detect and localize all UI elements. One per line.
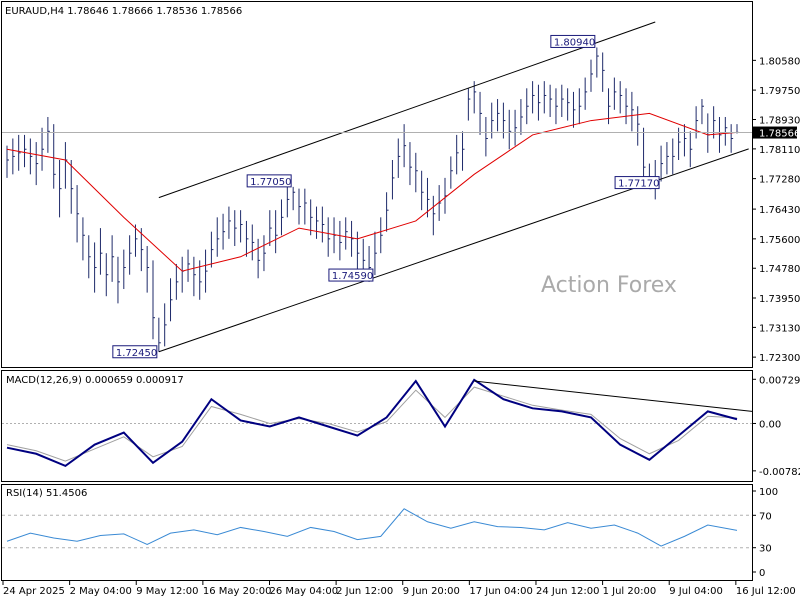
chart-header-title: EURAUD,H4 1.78646 1.78666 1.78536 1.7856… [5, 6, 242, 17]
rsi-line [6, 508, 738, 547]
rsi-pane-frame [1, 484, 753, 581]
frames [1, 1, 753, 581]
price-axis-label: 1.76430 [759, 205, 800, 216]
price-axis-label: 1.75600 [759, 235, 800, 246]
axes: 1.78566 1.80580 1.79750 1.78930 1.78110 1.772… [2, 56, 800, 597]
rsi-axis-label: 100 [759, 487, 778, 498]
time-axis-label: 24 Jun 12:00 [536, 586, 600, 597]
price-axis-label: 1.79750 [759, 86, 800, 97]
rsi-axis-label: 0 [759, 568, 765, 579]
price-annotation-label: 1.77170 [618, 179, 659, 190]
rsi-axis-label: 70 [759, 511, 772, 522]
price-annotation-label: 1.77050 [250, 177, 291, 188]
price-axis-label: 1.78110 [759, 145, 800, 156]
price-annotation-box [614, 176, 660, 190]
current-price-label: 1.78566 [759, 129, 800, 140]
price-annotation-label: 1.74590 [332, 271, 373, 282]
rsi-axis-label: 30 [759, 544, 772, 555]
macd-trendline [474, 380, 753, 412]
time-axis-label: 9 May 12:00 [136, 586, 198, 597]
price-axis-label: 1.72300 [759, 353, 800, 364]
channel-upper-line [158, 21, 656, 199]
macd-axis-label: 0.007291 [759, 375, 800, 386]
macd-pane-frame [1, 370, 753, 482]
price-axis-label: 1.73950 [759, 294, 800, 305]
watermark: Action Forex [541, 273, 677, 298]
price-annotation-box [328, 268, 374, 282]
price-axis-label: 1.74780 [759, 264, 800, 275]
macd-pane [2, 378, 753, 468]
price-axis-label: 1.73130 [759, 323, 800, 334]
time-axis-label: 16 Jul 12:00 [736, 586, 796, 597]
time-axis-label: 9 Jul 04:00 [669, 586, 723, 597]
price-annotation-label: 1.80940 [554, 37, 595, 48]
time-axis-label: 2 Jun 12:00 [336, 586, 393, 597]
price-annotation-label: 1.72450 [116, 348, 157, 359]
macd-pane-title: MACD(12,26,9) 0.000659 0.000917 [6, 375, 184, 386]
rsi-pane-title: RSI(14) 51.4506 [6, 488, 87, 499]
time-axis-label: 9 Jun 20:00 [403, 586, 460, 597]
price-pane-frame [1, 1, 753, 368]
price-axis-label: 1.78930 [759, 115, 800, 126]
price-annotation-box [550, 34, 596, 48]
time-axis-label: 26 May 04:00 [269, 586, 338, 597]
time-axis-label: 17 Jun 04:00 [469, 586, 533, 597]
macd-axis-label: 0.00 [759, 419, 781, 430]
time-axis-label: 2 May 04:00 [70, 586, 132, 597]
time-axis-label: 16 May 20:00 [203, 586, 272, 597]
macd-axis-label: -0.00782 [759, 467, 800, 478]
time-axis-label: 24 Apr 2025 [3, 586, 65, 597]
time-axis-label: 1 Jul 20:00 [603, 586, 657, 597]
moving-average-line [6, 112, 738, 272]
macd-line [6, 378, 738, 468]
current-price-box [753, 126, 797, 139]
price-axis-label: 1.80580 [759, 56, 800, 67]
price-pane: 1.72450 1.77050 1.74590 1.80940 1.77170 [2, 21, 752, 359]
price-annotation-box [246, 174, 292, 188]
price-axis-label: 1.77280 [759, 175, 800, 186]
rsi-pane [2, 508, 752, 549]
price-annotation-box [112, 345, 158, 359]
